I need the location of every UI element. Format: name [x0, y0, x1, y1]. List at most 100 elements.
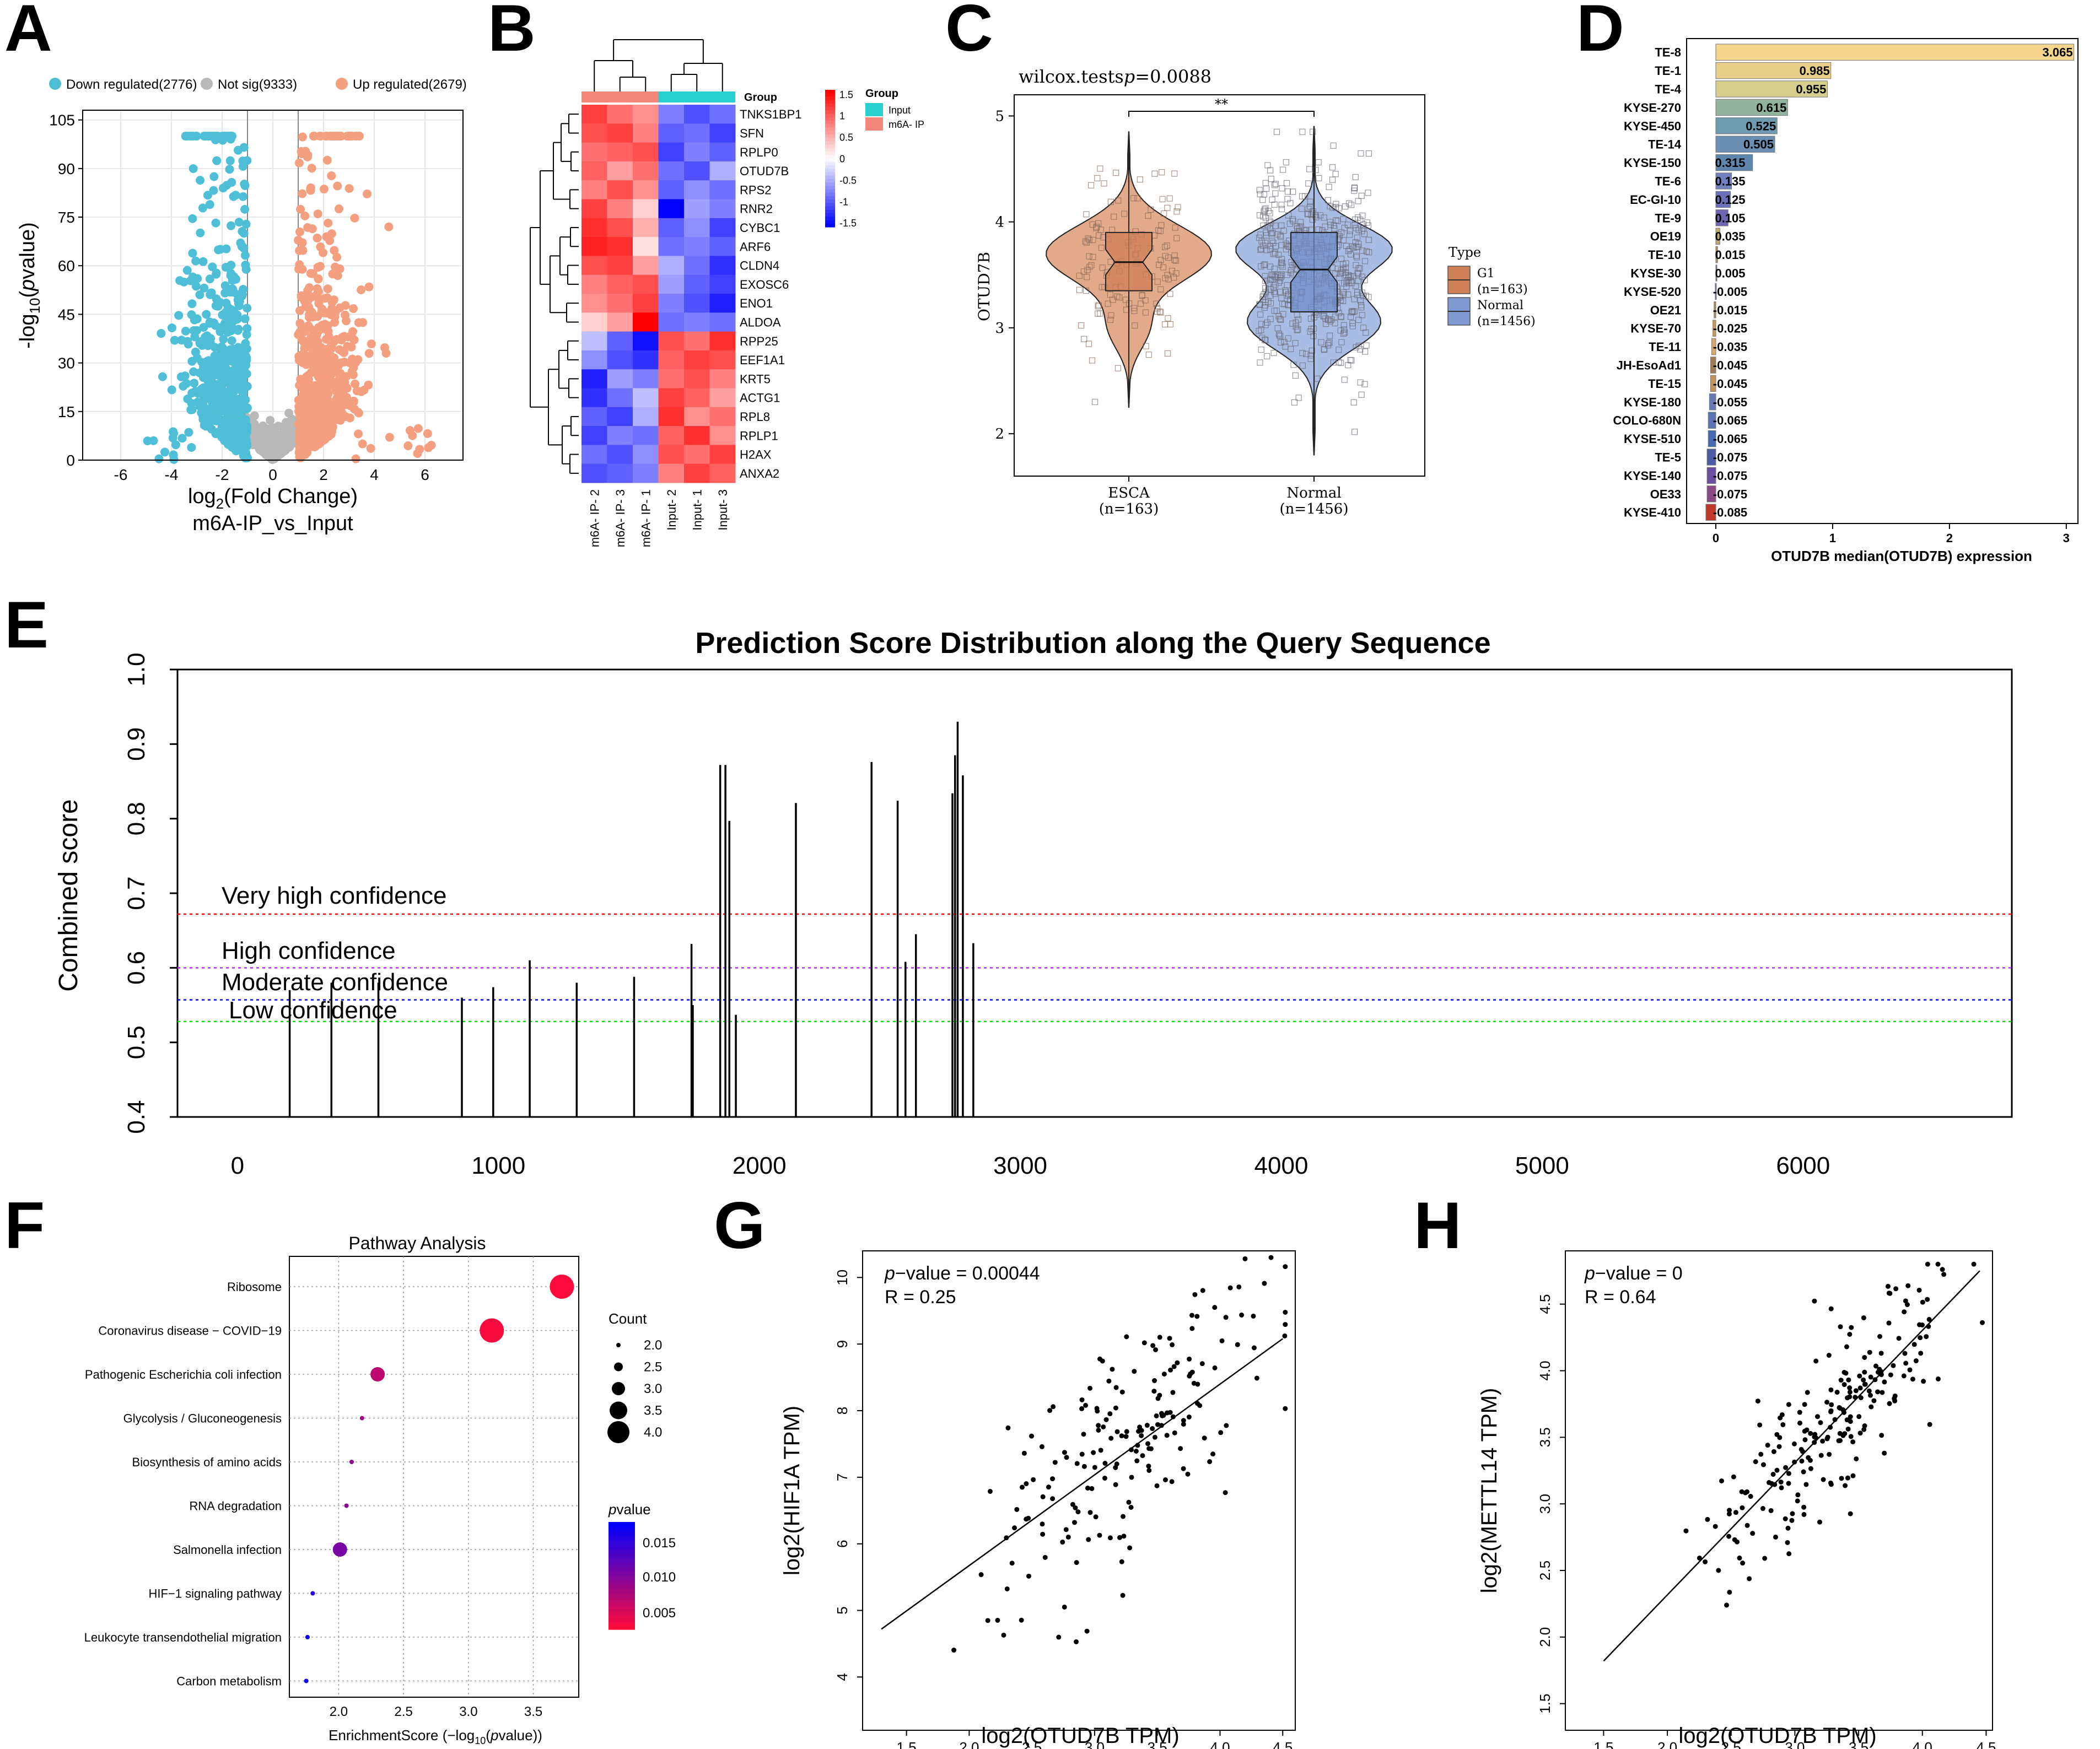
bar-value-label: 0.315: [1715, 156, 1745, 170]
volcano-point-down: [239, 365, 249, 375]
mettl14-point: [1868, 1374, 1873, 1380]
mettl14-point: [1902, 1309, 1907, 1315]
violin-jitter-point: [1258, 321, 1265, 327]
mettl14-point: [1770, 1472, 1776, 1477]
violin-jitter-point: [1273, 128, 1280, 135]
hif1a-point: [1167, 1336, 1172, 1341]
color-scale-step: [825, 161, 835, 166]
violin-jitter-point: [1340, 215, 1347, 223]
violin-jitter-point: [1272, 243, 1279, 250]
volcano-point-down: [242, 403, 251, 412]
pvalue-legend-step: [609, 1626, 635, 1630]
hif1a-point: [1014, 1507, 1020, 1512]
pvalue-legend-step: [609, 1543, 635, 1548]
hif1a-point: [1074, 1461, 1080, 1466]
violin-jitter-point: [1346, 231, 1353, 238]
mettl14-y-axis-label: log2(METTL14 TPM): [1477, 1388, 1501, 1594]
volcano-point-up: [330, 318, 340, 327]
violin-jitter-point: [1262, 205, 1269, 212]
volcano-y-axis-label: -log10(pvalue): [16, 222, 43, 349]
heatmap-cell: [581, 312, 607, 332]
heatmap-cell: [607, 123, 633, 143]
heatmap-cell: [633, 161, 659, 181]
violin-jitter-point: [1285, 335, 1291, 342]
mettl14-x-tick: 2.5: [1721, 1739, 1741, 1749]
pathway-category-label: Salmonella infection: [173, 1543, 282, 1557]
bar-x-tick: 0: [1713, 531, 1719, 545]
volcano-x-tick: 2: [319, 466, 328, 483]
volcano-point-down: [187, 405, 197, 414]
violin-jitter-point: [1290, 361, 1297, 368]
volcano-x-tick: 0: [268, 466, 277, 483]
hif1a-point: [1239, 1312, 1245, 1318]
threshold-label: Moderate confidence: [222, 969, 448, 996]
volcano-point-up: [403, 441, 413, 450]
hif1a-point: [1119, 1559, 1124, 1564]
mettl14-point: [1882, 1450, 1887, 1456]
heatmap-cell: [633, 180, 659, 199]
volcano-point-up: [322, 293, 332, 303]
color-scale-step: [825, 152, 835, 155]
volcano-point-up: [344, 183, 354, 193]
violin-jitter-point: [1164, 204, 1171, 211]
mettl14-point: [1828, 1387, 1834, 1392]
heatmap-cell: [633, 218, 659, 237]
violin-jitter-point: [1316, 175, 1322, 181]
hif1a-point: [1079, 1451, 1085, 1457]
mettl14-point: [1847, 1385, 1853, 1391]
volcano-point-up: [327, 229, 336, 239]
hif1a-point: [1001, 1632, 1006, 1638]
violin-jitter-point: [1107, 258, 1114, 265]
mettl14-point: [1837, 1405, 1842, 1410]
hif1a-point: [1101, 1424, 1106, 1429]
violin-jitter-point: [1107, 316, 1114, 323]
hif1a-point: [1119, 1433, 1124, 1439]
mettl14-point: [1918, 1351, 1924, 1356]
mettl14-point: [1727, 1589, 1732, 1595]
pathway-bubble-plot: Pathway Analysis 2.0 2.5 3.0 3.5 Ribosome Cor…: [84, 1233, 676, 1746]
hif1a-point: [1168, 1367, 1173, 1373]
mettl14-point: [1940, 1267, 1945, 1272]
mettl14-point: [1837, 1430, 1843, 1436]
heatmap-column-label: Input- 2: [665, 489, 679, 531]
mettl14-y-tick: 3.0: [1537, 1494, 1553, 1514]
count-legend-label: 4.0: [644, 1425, 662, 1440]
color-scale-step: [825, 182, 835, 186]
violin-legend-normal-n: (n=1456): [1477, 315, 1536, 328]
mettl14-point: [1774, 1467, 1780, 1473]
hif1a-point: [1064, 1455, 1069, 1460]
bar-category-label: COLO-680N: [1613, 414, 1681, 428]
hif1a-point: [1151, 1389, 1157, 1394]
volcano-point-up: [313, 234, 322, 243]
volcano-y-tick: 60: [58, 257, 75, 274]
volcano-point-down: [201, 422, 211, 431]
hif1a-y-tick: 6: [834, 1540, 850, 1547]
violin-jitter-point: [1299, 128, 1306, 135]
hif1a-point: [1086, 1537, 1091, 1542]
volcano-point-down: [167, 323, 176, 332]
volcano-point-up: [321, 424, 331, 434]
volcano-point-up: [294, 396, 303, 405]
volcano-point-up: [303, 342, 313, 352]
heatmap-cell: [581, 256, 607, 276]
bar-category-label: KYSE-180: [1624, 395, 1681, 409]
hif1a-pvalue-annotation: p−value = 0.00044: [884, 1263, 1040, 1284]
volcano-point-down: [213, 403, 223, 412]
violin-jitter-point: [1303, 350, 1310, 358]
color-scale-step: [825, 192, 835, 197]
volcano-point-down: [187, 442, 196, 452]
prediction-y-tick: 0.8: [123, 802, 150, 835]
hif1a-point: [1042, 1554, 1048, 1560]
volcano-point-up: [346, 401, 356, 411]
heatmap-cell: [607, 369, 633, 388]
mettl14-point: [1846, 1377, 1851, 1383]
heatmap-cell: [658, 123, 685, 143]
volcano-point-down: [217, 423, 227, 432]
violin-jitter-point: [1081, 336, 1087, 342]
heatmap-cell: [684, 312, 710, 332]
prediction-y-axis-label: Combined score: [54, 799, 83, 992]
volcano-point-down: [229, 192, 238, 201]
violin-jitter-point: [1289, 262, 1296, 269]
volcano-y-tick: 45: [58, 306, 75, 323]
heatmap-cell: [709, 350, 736, 370]
